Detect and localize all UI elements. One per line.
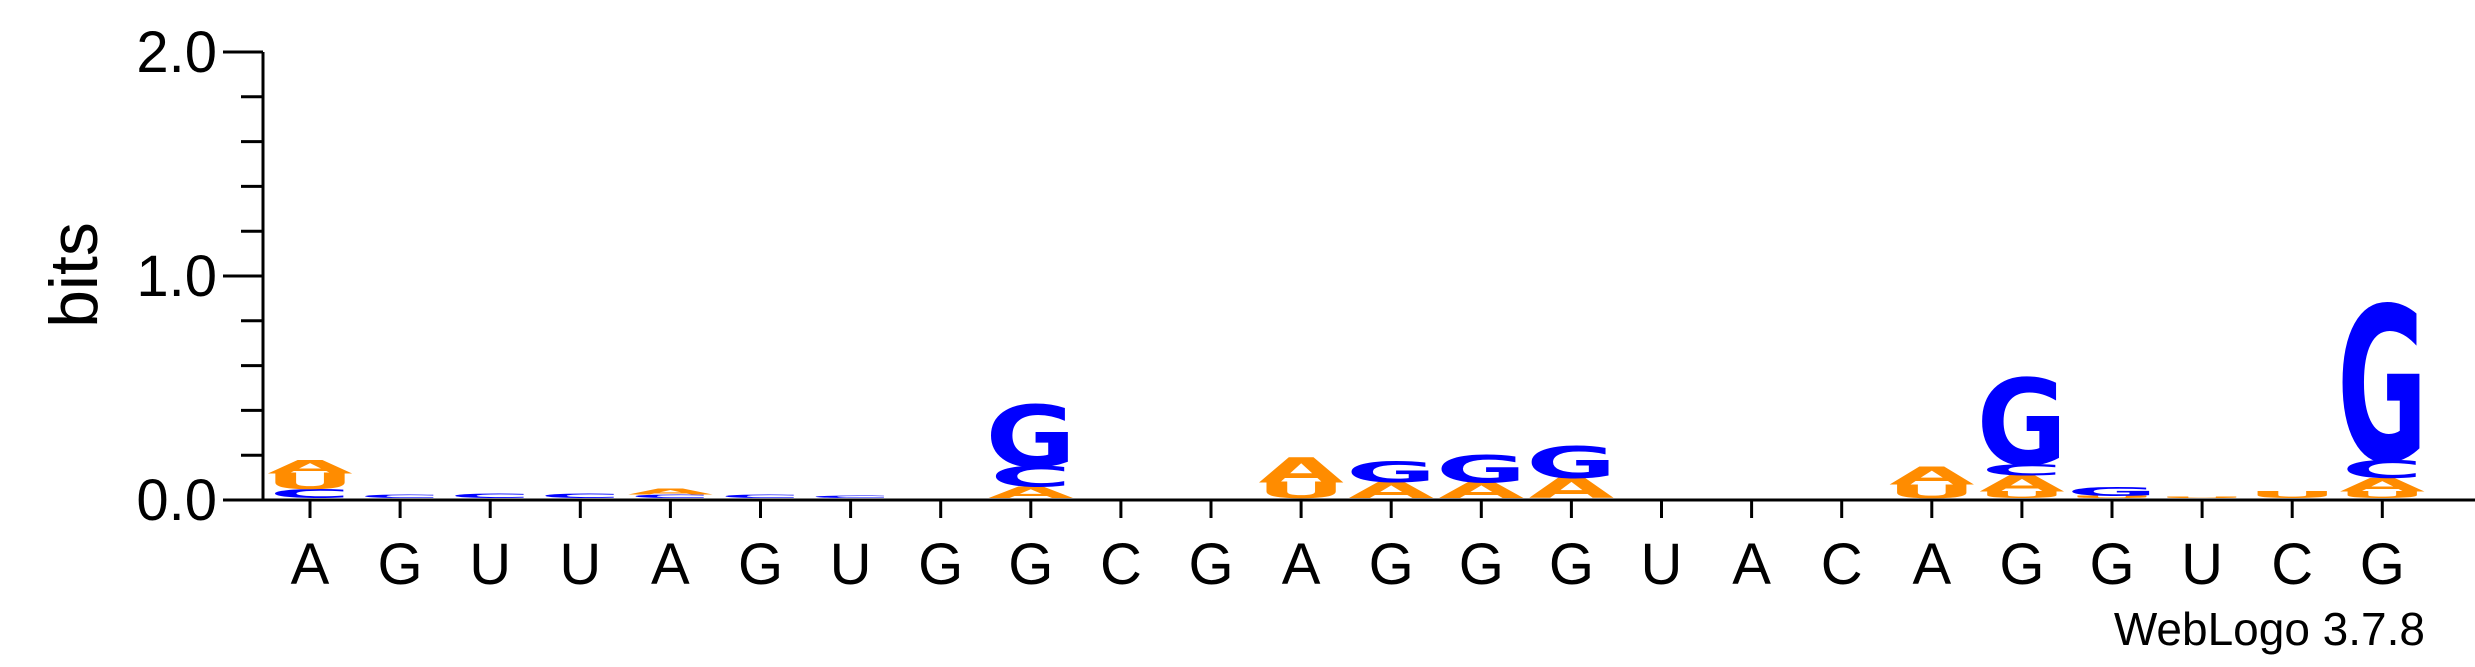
x-tick-label: C	[1100, 532, 1142, 597]
logo-glyph-C: C	[630, 494, 711, 499]
logo-glyph-G: G	[1526, 437, 1617, 488]
x-tick-label: A	[651, 532, 690, 597]
x-tick-label: G	[1549, 532, 1594, 597]
logo-glyph-A: A	[2340, 474, 2425, 496]
y-axis-label: bits	[36, 222, 112, 328]
logo-glyph-C: C	[450, 492, 531, 499]
logo-glyph-G: G	[2337, 263, 2427, 510]
logo-glyph-A: A	[628, 487, 714, 496]
logo-glyph-U: U	[2157, 497, 2247, 499]
logo-glyph-C: C	[720, 494, 801, 499]
x-tick-label: A	[1912, 532, 1951, 597]
x-tick-label: G	[378, 532, 423, 597]
logo-glyph-C: C	[540, 492, 621, 499]
x-tick-label: G	[1459, 532, 1504, 597]
y-tick-label: 0.0	[136, 468, 217, 533]
x-tick-label: C	[2271, 532, 2313, 597]
logo-glyph-A: A	[267, 456, 352, 478]
logo-glyph-G: G	[1346, 456, 1437, 489]
y-ticks: 0.0 1.0 2.0	[136, 20, 263, 533]
logo-glyph-G: G	[2067, 484, 2158, 499]
logo-glyph-U: U	[2338, 489, 2428, 500]
x-tick-label: A	[291, 532, 330, 597]
x-tick-label: U	[2181, 532, 2223, 597]
weblogo-credit: WebLogo 3.7.8	[2114, 603, 2425, 655]
x-tick-label: G	[1999, 532, 2044, 597]
logo-glyph-C: C	[1981, 461, 2062, 479]
logo-glyph-C: C	[360, 494, 441, 499]
x-tick-label: U	[559, 532, 601, 597]
y-tick-label: 2.0	[136, 20, 217, 85]
x-tick-label: G	[2089, 532, 2134, 597]
logo-glyph-G: G	[1436, 448, 1526, 491]
x-tick-label: U	[469, 532, 511, 597]
x-tick-label: A	[1282, 532, 1321, 597]
x-tick-label: G	[1188, 532, 1233, 597]
logo-glyph-C: C	[2342, 455, 2423, 484]
x-tick-label: G	[1008, 532, 1053, 597]
x-tick-label: G	[1369, 532, 1414, 597]
logo-glyph-A: A	[1258, 451, 1343, 491]
logo-glyph-A: A	[1889, 461, 1975, 490]
logo-glyph-G: G	[1977, 356, 2068, 494]
logo-glyph-C: C	[270, 486, 351, 501]
y-tick-label: 1.0	[136, 244, 217, 309]
x-tick-label: G	[738, 532, 783, 597]
logo-glyph-U: U	[2247, 489, 2337, 500]
logo-glyph-C: C	[990, 461, 1071, 494]
logo-glyph-U: U	[2067, 495, 2157, 499]
logo-glyph-A: A	[1979, 471, 2065, 497]
x-tick-label: G	[2360, 532, 2405, 597]
x-tick-label: C	[1821, 532, 1863, 597]
logo-glyph-U: U	[1887, 481, 1977, 503]
x-tick-label: G	[918, 532, 963, 597]
logo-glyph-G: G	[986, 389, 1076, 487]
x-tick-label: U	[830, 532, 872, 597]
logo-glyph-C: C	[810, 495, 891, 499]
logo-glyph-U: U	[265, 469, 355, 495]
logo-glyph-U: U	[1977, 489, 2067, 500]
logo-glyph-A: A	[988, 483, 1073, 501]
x-tick-label: U	[1641, 532, 1683, 597]
x-tick-label: A	[1732, 532, 1771, 597]
